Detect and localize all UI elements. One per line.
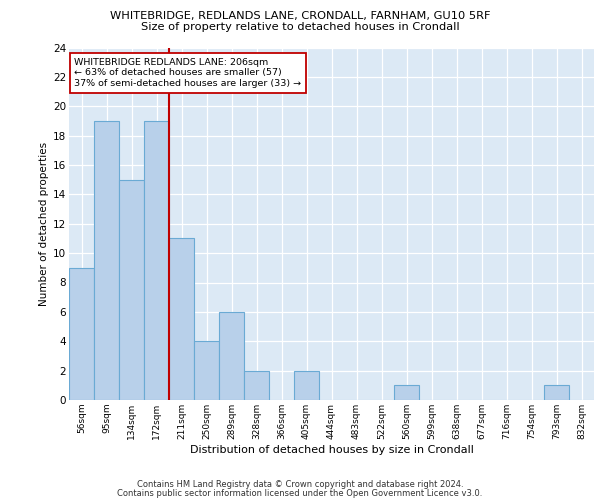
- Bar: [394, 386, 419, 400]
- Bar: [244, 370, 269, 400]
- Bar: [94, 121, 119, 400]
- Text: Contains public sector information licensed under the Open Government Licence v3: Contains public sector information licen…: [118, 488, 482, 498]
- Text: WHITEBRIDGE, REDLANDS LANE, CRONDALL, FARNHAM, GU10 5RF: WHITEBRIDGE, REDLANDS LANE, CRONDALL, FA…: [110, 12, 490, 22]
- Text: Contains HM Land Registry data © Crown copyright and database right 2024.: Contains HM Land Registry data © Crown c…: [137, 480, 463, 489]
- Bar: [194, 341, 219, 400]
- Bar: [169, 238, 194, 400]
- Bar: [69, 268, 94, 400]
- Bar: [119, 180, 144, 400]
- Bar: [294, 370, 319, 400]
- Y-axis label: Number of detached properties: Number of detached properties: [39, 142, 49, 306]
- Text: Size of property relative to detached houses in Crondall: Size of property relative to detached ho…: [140, 22, 460, 32]
- Text: WHITEBRIDGE REDLANDS LANE: 206sqm
← 63% of detached houses are smaller (57)
37% : WHITEBRIDGE REDLANDS LANE: 206sqm ← 63% …: [74, 58, 301, 88]
- Bar: [544, 386, 569, 400]
- X-axis label: Distribution of detached houses by size in Crondall: Distribution of detached houses by size …: [190, 444, 473, 454]
- Bar: [219, 312, 244, 400]
- Bar: [144, 121, 169, 400]
